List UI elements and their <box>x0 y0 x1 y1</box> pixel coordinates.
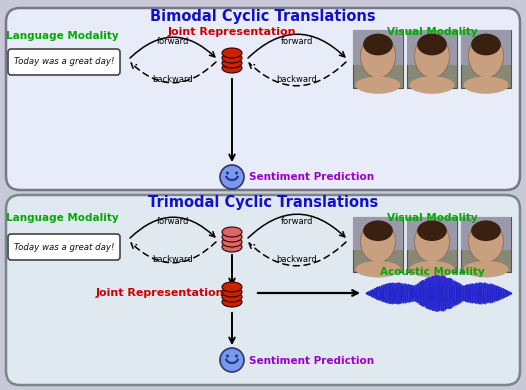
Ellipse shape <box>414 221 450 262</box>
Text: forward: forward <box>281 37 313 46</box>
Ellipse shape <box>356 76 400 94</box>
Text: Sentiment Prediction: Sentiment Prediction <box>249 172 374 182</box>
Ellipse shape <box>222 287 242 297</box>
Ellipse shape <box>469 221 503 262</box>
Ellipse shape <box>360 34 396 78</box>
Ellipse shape <box>417 220 447 241</box>
Text: Joint Representation: Joint Representation <box>168 27 296 37</box>
Bar <box>461 217 511 250</box>
Text: forward: forward <box>157 217 189 226</box>
Text: Language Modality: Language Modality <box>6 31 118 41</box>
FancyArrowPatch shape <box>130 37 215 58</box>
Ellipse shape <box>222 282 242 292</box>
Ellipse shape <box>222 292 242 302</box>
Text: Visual Modality: Visual Modality <box>387 27 477 37</box>
FancyArrowPatch shape <box>131 62 216 83</box>
Text: backward: backward <box>153 255 194 264</box>
Text: Bimodal Cyclic Translations: Bimodal Cyclic Translations <box>150 9 376 23</box>
FancyArrowPatch shape <box>248 34 345 58</box>
Text: Trimodal Cyclic Translations: Trimodal Cyclic Translations <box>148 195 378 211</box>
FancyBboxPatch shape <box>8 234 120 260</box>
Ellipse shape <box>463 261 509 278</box>
Ellipse shape <box>222 242 242 252</box>
Ellipse shape <box>356 261 400 278</box>
FancyArrowPatch shape <box>249 62 346 86</box>
Text: Joint Representation: Joint Representation <box>96 288 224 298</box>
Circle shape <box>226 355 229 358</box>
Circle shape <box>235 172 238 174</box>
Text: forward: forward <box>281 217 313 226</box>
Ellipse shape <box>414 34 450 78</box>
Text: Today was a great day!: Today was a great day! <box>14 243 114 252</box>
Bar <box>353 217 403 250</box>
Bar <box>407 30 457 65</box>
Bar <box>353 30 403 65</box>
Circle shape <box>235 355 238 358</box>
FancyBboxPatch shape <box>6 195 520 385</box>
FancyArrowPatch shape <box>248 214 345 238</box>
FancyBboxPatch shape <box>6 8 520 190</box>
Ellipse shape <box>222 63 242 73</box>
Ellipse shape <box>222 232 242 242</box>
Ellipse shape <box>410 261 454 278</box>
Circle shape <box>226 172 229 174</box>
Circle shape <box>220 165 244 189</box>
Text: Today was a great day!: Today was a great day! <box>14 57 114 67</box>
Bar <box>407 217 457 272</box>
Text: backward: backward <box>277 75 317 84</box>
Circle shape <box>220 348 244 372</box>
Ellipse shape <box>469 34 503 78</box>
Ellipse shape <box>471 34 501 55</box>
Text: forward: forward <box>157 37 189 46</box>
Ellipse shape <box>417 34 447 55</box>
Text: backward: backward <box>277 255 317 264</box>
Ellipse shape <box>463 76 509 94</box>
Text: Acoustic Modality: Acoustic Modality <box>380 267 484 277</box>
Bar <box>407 30 457 88</box>
Text: backward: backward <box>153 75 194 84</box>
Bar <box>461 30 511 88</box>
FancyArrowPatch shape <box>249 242 346 266</box>
Ellipse shape <box>360 221 396 262</box>
Ellipse shape <box>222 237 242 247</box>
Text: Sentiment Prediction: Sentiment Prediction <box>249 356 374 366</box>
FancyArrowPatch shape <box>130 217 215 238</box>
FancyArrowPatch shape <box>131 242 216 263</box>
Ellipse shape <box>471 220 501 241</box>
FancyBboxPatch shape <box>8 49 120 75</box>
Bar <box>461 30 511 65</box>
Ellipse shape <box>363 220 393 241</box>
Ellipse shape <box>222 48 242 58</box>
Ellipse shape <box>222 58 242 68</box>
Ellipse shape <box>410 76 454 94</box>
Ellipse shape <box>222 227 242 237</box>
Text: Visual Modality: Visual Modality <box>387 213 477 223</box>
Bar <box>353 30 403 88</box>
Ellipse shape <box>363 34 393 55</box>
Bar <box>407 217 457 250</box>
Text: Language Modality: Language Modality <box>6 213 118 223</box>
Bar <box>353 217 403 272</box>
Bar <box>461 217 511 272</box>
Ellipse shape <box>222 297 242 307</box>
Ellipse shape <box>222 53 242 63</box>
